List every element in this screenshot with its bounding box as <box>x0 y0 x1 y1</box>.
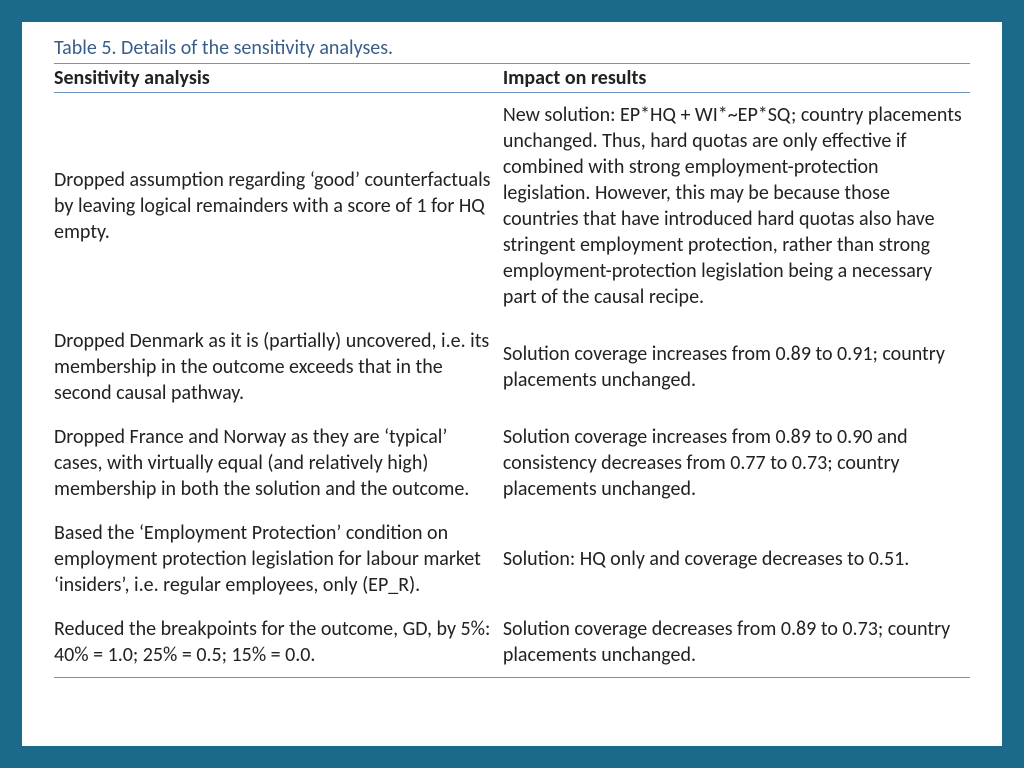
table-row: Based the ‘Employment Protection’ condit… <box>54 511 970 607</box>
cell-impact: Solution coverage decreases from 0.89 to… <box>503 607 970 678</box>
col-header-analysis: Sensitivity analysis <box>54 64 503 93</box>
table-caption: Table 5. Details of the sensitivity anal… <box>54 36 970 61</box>
cell-analysis: Dropped Denmark as it is (partially) unc… <box>54 319 503 415</box>
cell-analysis: Dropped France and Norway as they are ‘t… <box>54 415 503 511</box>
cell-analysis: Based the ‘Employment Protection’ condit… <box>54 511 503 607</box>
table-row: Dropped France and Norway as they are ‘t… <box>54 415 970 511</box>
col-header-impact: Impact on results <box>503 64 970 93</box>
cell-impact: Solution coverage increases from 0.89 to… <box>503 319 970 415</box>
sensitivity-table: Sensitivity analysis Impact on results D… <box>54 63 970 678</box>
cell-impact: Solution coverage increases from 0.89 to… <box>503 415 970 511</box>
table-row: Reduced the breakpoints for the outcome,… <box>54 607 970 678</box>
cell-analysis: Reduced the breakpoints for the outcome,… <box>54 607 503 678</box>
slide-page: Table 5. Details of the sensitivity anal… <box>22 22 1002 746</box>
cell-impact: Solution: HQ only and coverage decreases… <box>503 511 970 607</box>
cell-impact: New solution: EP*HQ + WI*~EP*SQ; country… <box>503 93 970 320</box>
table-row: Dropped Denmark as it is (partially) unc… <box>54 319 970 415</box>
table-row: Dropped assumption regarding ‘good’ coun… <box>54 93 970 320</box>
table-header-row: Sensitivity analysis Impact on results <box>54 64 970 93</box>
cell-analysis: Dropped assumption regarding ‘good’ coun… <box>54 93 503 320</box>
